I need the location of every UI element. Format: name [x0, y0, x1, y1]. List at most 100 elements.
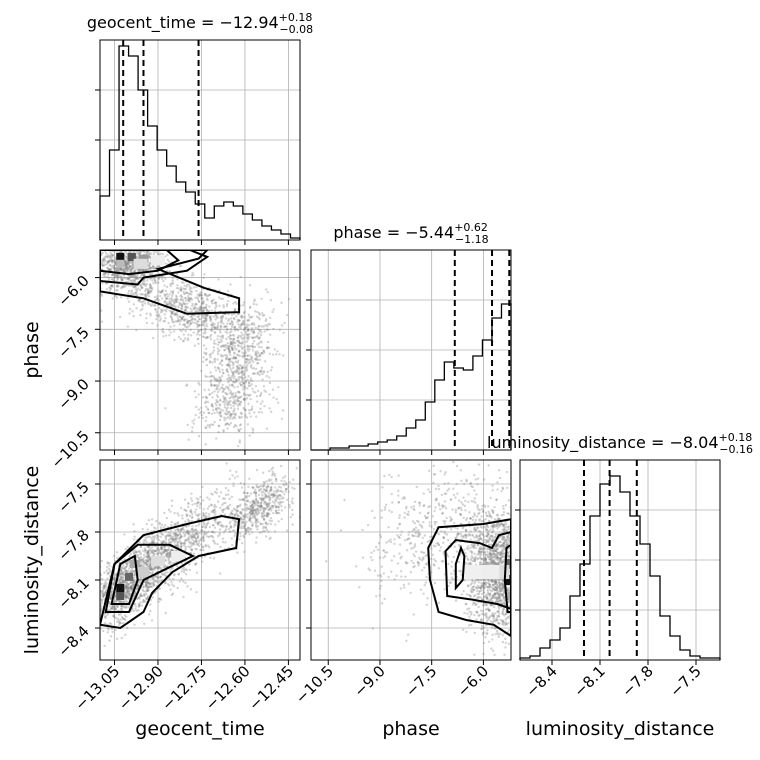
- sample-point: [259, 369, 262, 373]
- sample-point: [205, 352, 208, 355]
- sample-point: [239, 532, 242, 535]
- sample-point: [193, 533, 196, 537]
- sample-point: [43, 671, 45, 673]
- sample-point: [138, 596, 141, 599]
- sample-point: [182, 595, 185, 599]
- sample-point: [209, 333, 213, 337]
- sample-point: [235, 424, 238, 428]
- sample-point: [153, 295, 157, 299]
- sample-point: [174, 313, 178, 316]
- sample-point: [134, 273, 137, 277]
- sample-point: [201, 537, 204, 540]
- sample-point: [137, 252, 141, 256]
- sample-point: [160, 547, 164, 551]
- sample-point: [135, 242, 137, 244]
- sample-point: [128, 265, 132, 269]
- sample-point: [138, 251, 141, 254]
- sample-point: [137, 558, 141, 561]
- sample-point: [96, 589, 98, 591]
- sample-point: [249, 377, 253, 380]
- sample-point: [204, 395, 207, 398]
- sample-point: [268, 469, 271, 473]
- sample-point: [268, 498, 272, 501]
- sample-point: [221, 525, 224, 528]
- sample-point: [89, 590, 91, 592]
- sample-point: [252, 501, 256, 504]
- sample-point: [136, 276, 139, 280]
- sample-point: [228, 342, 232, 346]
- sample-point: [230, 512, 234, 516]
- sample-point: [119, 574, 122, 577]
- sample-point: [255, 367, 258, 371]
- sample-point: [193, 307, 196, 311]
- sample-point: [261, 400, 264, 403]
- sample-point: [153, 549, 157, 553]
- sample-point: [245, 520, 248, 523]
- sample-point: [131, 267, 134, 270]
- sample-point: [145, 552, 148, 555]
- sample-point: [147, 556, 150, 559]
- sample-point: [190, 548, 194, 552]
- sample-point: [108, 561, 111, 565]
- sample-point: [234, 360, 238, 363]
- sample-point: [236, 399, 239, 402]
- sample-point: [212, 511, 216, 514]
- sample-point: [266, 370, 269, 374]
- sample-point: [201, 525, 204, 529]
- sample-point: [111, 284, 114, 287]
- sample-point: [166, 253, 169, 257]
- sample-point: [200, 369, 203, 373]
- sample-point: [179, 318, 182, 322]
- sample-point: [265, 346, 269, 349]
- sample-point: [110, 607, 113, 610]
- sample-point: [116, 268, 120, 272]
- sample-point: [114, 256, 117, 260]
- sample-point: [232, 334, 236, 337]
- sample-point: [104, 272, 107, 276]
- sample-point: [161, 329, 164, 333]
- sample-point: [109, 268, 112, 271]
- sample-point: [228, 364, 232, 367]
- sample-point: [126, 626, 129, 630]
- sample-point: [146, 597, 149, 600]
- sample-point: [150, 286, 154, 290]
- sample-point: [250, 336, 253, 339]
- sample-point: [203, 327, 207, 330]
- sample-point: [171, 318, 174, 322]
- sample-point: [134, 573, 137, 577]
- sample-point: [264, 489, 268, 492]
- sample-point: [112, 264, 115, 267]
- sample-point: [201, 335, 204, 338]
- sample-point: [256, 525, 260, 528]
- sample-point: [146, 290, 150, 293]
- sample-point: [146, 556, 150, 559]
- sample-point: [213, 505, 216, 509]
- sample-point: [176, 528, 179, 531]
- sample-point: [262, 488, 266, 491]
- sample-point: [219, 415, 223, 418]
- sample-point: [105, 254, 108, 258]
- sample-point: [112, 260, 116, 264]
- sample-point: [164, 289, 168, 293]
- sample-point: [232, 355, 235, 358]
- sample-point: [238, 396, 242, 399]
- sample-point: [198, 324, 201, 327]
- sample-point: [260, 411, 263, 414]
- sample-point: [198, 544, 201, 547]
- sample-point: [107, 273, 110, 276]
- sample-point: [78, 610, 80, 612]
- sample-point: [200, 543, 203, 546]
- sample-point: [241, 376, 244, 379]
- sample-point: [184, 530, 188, 533]
- sample-point: [252, 502, 256, 505]
- sample-point: [192, 535, 196, 539]
- sample-point: [152, 526, 156, 529]
- sample-point: [185, 568, 188, 572]
- sample-point: [182, 315, 185, 319]
- sample-point: [142, 300, 145, 303]
- sample-point: [178, 532, 181, 536]
- sample-point: [203, 522, 206, 525]
- sample-point: [111, 278, 114, 281]
- sample-point: [178, 301, 181, 304]
